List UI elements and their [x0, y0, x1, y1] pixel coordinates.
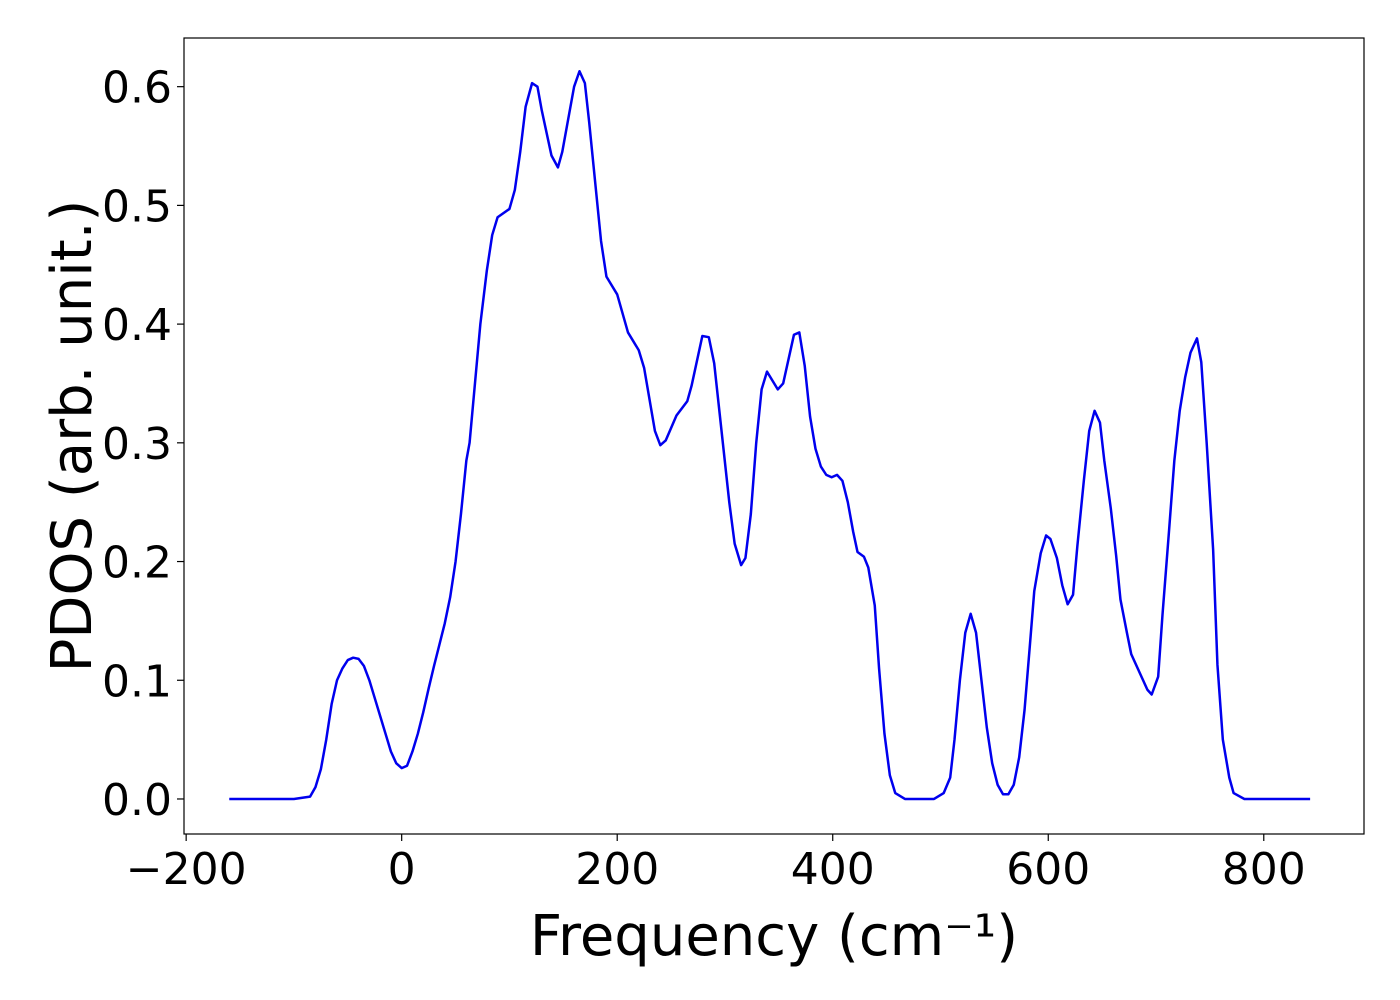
- x-tick-label: 400: [791, 844, 875, 895]
- x-axis-label: Frequency (cm⁻¹): [530, 904, 1018, 969]
- y-tick-label: 0.6: [102, 63, 172, 114]
- y-tick-label: 0.5: [102, 181, 172, 232]
- data-line: [229, 69, 1311, 801]
- x-tick-label: 0: [388, 844, 416, 895]
- y-tick-label: 0.2: [102, 538, 172, 589]
- x-tick-label: 200: [575, 844, 659, 895]
- y-tick-label: 0.0: [102, 775, 172, 826]
- y-tick-label: 0.3: [102, 419, 172, 470]
- plot-frame: [183, 37, 1365, 835]
- x-tick-label: −200: [126, 844, 247, 895]
- y-axis-label: PDOS (arb. unit.): [40, 200, 105, 673]
- y-tick-label: 0.1: [102, 656, 172, 707]
- x-tick-label: 800: [1222, 844, 1306, 895]
- y-tick-label: 0.4: [102, 300, 172, 351]
- x-tick-label: 600: [1006, 844, 1090, 895]
